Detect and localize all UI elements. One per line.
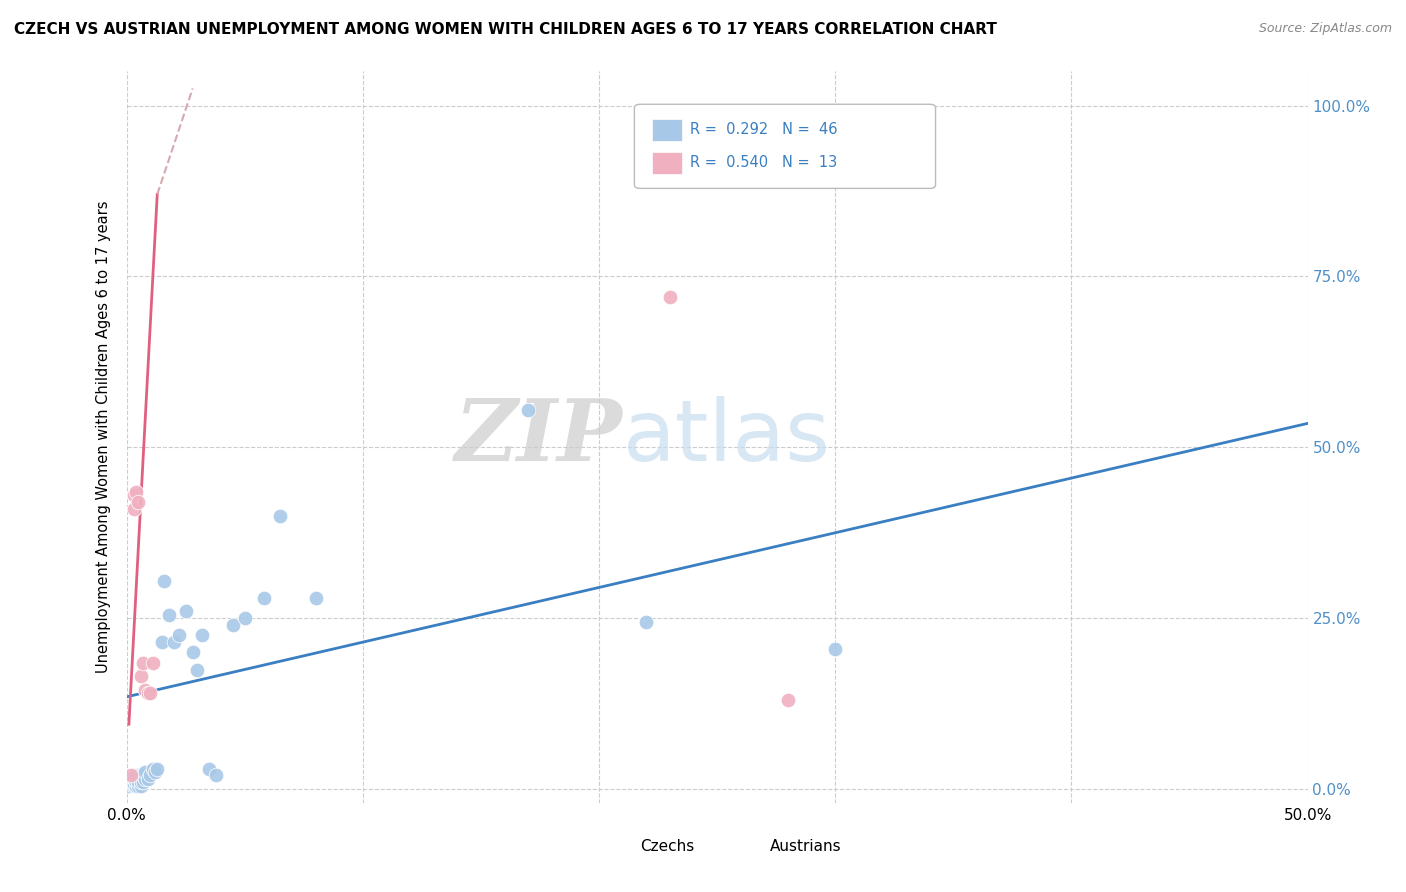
Point bbox=[222, 618, 245, 632]
Text: R =  0.292   N =  46: R = 0.292 N = 46 bbox=[690, 121, 838, 136]
Point bbox=[174, 604, 197, 618]
Point bbox=[146, 762, 169, 776]
Point bbox=[122, 777, 145, 791]
Point bbox=[233, 611, 256, 625]
Point bbox=[252, 591, 274, 605]
Point bbox=[132, 768, 155, 782]
Point bbox=[205, 768, 228, 782]
Point bbox=[122, 501, 145, 516]
Point bbox=[198, 762, 221, 776]
Point bbox=[120, 772, 142, 786]
Point bbox=[150, 635, 173, 649]
Point bbox=[636, 615, 658, 629]
Point bbox=[122, 488, 145, 502]
Point bbox=[132, 775, 155, 789]
Point bbox=[824, 642, 846, 657]
Point bbox=[517, 402, 540, 417]
Text: CZECH VS AUSTRIAN UNEMPLOYMENT AMONG WOMEN WITH CHILDREN AGES 6 TO 17 YEARS CORR: CZECH VS AUSTRIAN UNEMPLOYMENT AMONG WOM… bbox=[14, 22, 997, 37]
Bar bbox=[652, 119, 682, 141]
Point bbox=[125, 775, 148, 789]
Point bbox=[129, 768, 152, 782]
Point bbox=[141, 656, 163, 670]
Point bbox=[153, 574, 176, 588]
Point bbox=[118, 779, 141, 793]
Point bbox=[122, 772, 145, 786]
Point bbox=[139, 686, 162, 700]
Point bbox=[120, 768, 142, 782]
Point bbox=[134, 683, 156, 698]
Point bbox=[120, 777, 142, 791]
Point bbox=[136, 686, 159, 700]
Point bbox=[139, 768, 162, 782]
Bar bbox=[610, 838, 634, 857]
Point bbox=[304, 591, 326, 605]
Point bbox=[776, 693, 799, 707]
Point bbox=[125, 484, 148, 499]
Point bbox=[658, 290, 681, 304]
Point bbox=[118, 775, 141, 789]
Point bbox=[125, 768, 148, 782]
Point bbox=[127, 775, 149, 789]
FancyBboxPatch shape bbox=[634, 104, 935, 188]
Point bbox=[129, 779, 152, 793]
Point bbox=[163, 635, 186, 649]
Point bbox=[129, 775, 152, 789]
Bar bbox=[744, 838, 768, 857]
Point bbox=[186, 663, 208, 677]
Bar bbox=[652, 152, 682, 174]
Text: ZIP: ZIP bbox=[454, 395, 623, 479]
Point bbox=[127, 768, 149, 782]
Point bbox=[134, 772, 156, 786]
Point bbox=[141, 762, 163, 776]
Point bbox=[127, 495, 149, 509]
Text: atlas: atlas bbox=[623, 395, 831, 479]
Text: Czechs: Czechs bbox=[640, 839, 695, 855]
Point bbox=[127, 779, 149, 793]
Text: R =  0.540   N =  13: R = 0.540 N = 13 bbox=[690, 154, 837, 169]
Point bbox=[181, 645, 204, 659]
Point bbox=[191, 628, 214, 642]
Point bbox=[269, 508, 291, 523]
Text: Source: ZipAtlas.com: Source: ZipAtlas.com bbox=[1258, 22, 1392, 36]
Text: Austrians: Austrians bbox=[770, 839, 842, 855]
Point bbox=[120, 773, 142, 788]
Y-axis label: Unemployment Among Women with Children Ages 6 to 17 years: Unemployment Among Women with Children A… bbox=[96, 201, 111, 673]
Point bbox=[136, 772, 159, 786]
Point bbox=[143, 765, 166, 780]
Point bbox=[125, 779, 148, 793]
Point bbox=[129, 669, 152, 683]
Point bbox=[134, 765, 156, 780]
Point bbox=[122, 779, 145, 793]
Point bbox=[132, 656, 155, 670]
Point bbox=[157, 607, 180, 622]
Point bbox=[167, 628, 190, 642]
